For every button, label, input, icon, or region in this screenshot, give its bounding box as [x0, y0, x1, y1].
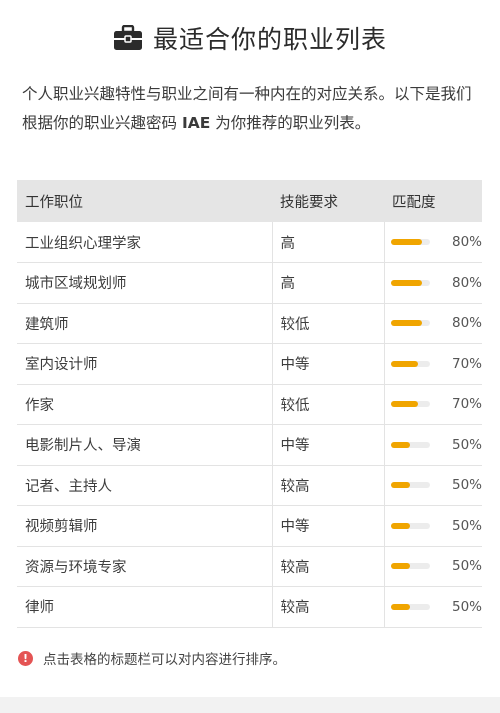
match-percent: 50%: [451, 558, 482, 575]
match-percent: 80%: [451, 234, 482, 250]
interest-code: IAE: [181, 114, 211, 132]
match-bar-fill: [390, 401, 419, 408]
match-bar-fill: [390, 482, 411, 489]
match-bar: [390, 401, 430, 408]
job-title-cell: 建筑师: [17, 303, 272, 344]
sort-hint: ! 点击表格的标题栏可以对内容进行排序。: [18, 648, 478, 668]
match-bar: [390, 563, 430, 570]
match-percent: 50%: [451, 517, 482, 534]
table-header-row: 工作职位 技能要求 匹配度: [17, 180, 482, 222]
skill-requirement-cell: 中等: [271, 424, 384, 466]
career-table: 工作职位 技能要求 匹配度 工业组织心理学家高 80% 城市区域规划师高 80% 建筑师…: [17, 180, 482, 628]
match-cell: 80%: [383, 222, 482, 263]
job-title-cell: 资源与环境专家: [17, 546, 272, 587]
match-percent: 50%: [451, 598, 482, 615]
briefcase-icon: [113, 24, 143, 51]
skill-requirement-cell: 较高: [271, 586, 384, 628]
table-row: 视频剪辑师 中等 50%: [17, 505, 482, 547]
match-cell: 70%: [383, 384, 482, 425]
match-bar-fill: [390, 360, 419, 367]
table-row: 室内设计师 中等 70%: [17, 343, 482, 385]
job-title-cell: 记者、主持人: [17, 465, 272, 506]
match-percent: 80%: [451, 315, 482, 332]
match-cell: 50%: [383, 505, 482, 547]
intro-text-after: 为你推荐的职业列表。: [210, 114, 371, 132]
match-indicator: 70%: [390, 396, 482, 413]
match-percent: 70%: [451, 396, 482, 413]
match-bar-fill: [390, 441, 411, 448]
table-row: 建筑师 较低 80%: [17, 303, 482, 344]
page-title: 最适合你的职业列表: [152, 25, 387, 54]
match-indicator: 50%: [390, 517, 482, 534]
match-cell: 50%: [383, 586, 482, 628]
table-row: 作家 较低 70%: [17, 384, 482, 425]
table-row: 电影制片人、导演 中等 50%: [17, 424, 482, 466]
footer-band: [0, 697, 500, 713]
match-indicator: 80%: [390, 274, 482, 291]
match-indicator: 80%: [390, 315, 482, 332]
match-indicator: 50%: [390, 558, 482, 575]
match-bar: [390, 320, 430, 327]
skill-requirement-cell: 中等: [271, 343, 384, 385]
match-indicator: 50%: [390, 477, 482, 494]
match-percent: 70%: [451, 355, 482, 372]
match-bar: [390, 482, 430, 489]
match-bar-fill: [390, 522, 411, 529]
match-bar-fill: [390, 279, 423, 286]
job-title-cell: 作家: [17, 384, 272, 425]
match-cell: 80%: [383, 303, 482, 344]
match-indicator: 50%: [390, 436, 482, 453]
job-title-cell: 电影制片人、导演: [17, 424, 272, 466]
match-bar: [390, 522, 430, 529]
intro-paragraph: 个人职业兴趣特性与职业之间有一种内在的对应关系。以下是我们根据你的职业兴趣密码 …: [22, 80, 482, 138]
skill-requirement-cell: 高: [271, 262, 384, 304]
match-bar: [390, 360, 430, 367]
skill-requirement-cell: 较低: [271, 303, 384, 344]
exclamation-icon: !: [18, 650, 33, 666]
table-row: 资源与环境专家 较高 50%: [17, 546, 482, 587]
match-percent: 80%: [451, 274, 482, 291]
skill-requirement-cell: 中等: [271, 505, 384, 547]
match-cell: 50%: [383, 424, 482, 466]
header-skill[interactable]: 技能要求: [272, 180, 384, 222]
header-job[interactable]: 工作职位: [17, 180, 272, 222]
table-row: 律师 较高 50%: [17, 586, 482, 628]
match-indicator: 80%: [390, 234, 482, 250]
match-bar-fill: [390, 563, 411, 570]
match-bar-fill: [390, 320, 423, 327]
skill-requirement-cell: 较高: [271, 546, 384, 587]
match-bar: [390, 603, 430, 610]
sort-hint-text: 点击表格的标题栏可以对内容进行排序。: [43, 652, 286, 668]
match-percent: 50%: [451, 477, 482, 494]
match-cell: 50%: [383, 546, 482, 587]
match-bar: [390, 279, 430, 286]
job-title-cell: 室内设计师: [17, 343, 272, 385]
match-indicator: 70%: [390, 355, 482, 372]
match-cell: 50%: [383, 465, 482, 506]
intro-text-before: 个人职业兴趣特性与职业之间有一种内在的对应关系。以下是我们根据你的职业兴趣密码: [22, 85, 472, 132]
match-cell: 80%: [383, 262, 482, 304]
match-bar-fill: [390, 603, 411, 610]
skill-requirement-cell: 高: [271, 222, 384, 263]
job-title-cell: 律师: [17, 586, 272, 628]
table-row: 工业组织心理学家高 80%: [17, 222, 482, 263]
match-cell: 70%: [383, 343, 482, 385]
table-row: 城市区域规划师高 80%: [17, 262, 482, 304]
skill-requirement-cell: 较高: [271, 465, 384, 506]
job-title-cell: 视频剪辑师: [17, 505, 272, 547]
skill-requirement-cell: 较低: [271, 384, 384, 425]
job-title-cell: 工业组织心理学家: [17, 222, 272, 263]
table-row: 记者、主持人 较高 50%: [17, 465, 482, 506]
match-bar: [390, 441, 430, 448]
match-indicator: 50%: [390, 598, 482, 615]
match-bar: [390, 239, 430, 245]
header-match[interactable]: 匹配度: [384, 180, 482, 222]
match-bar-fill: [390, 239, 423, 245]
page-header: 最适合你的职业列表: [0, 18, 500, 58]
match-percent: 50%: [451, 436, 482, 453]
job-title-cell: 城市区域规划师: [17, 262, 272, 304]
